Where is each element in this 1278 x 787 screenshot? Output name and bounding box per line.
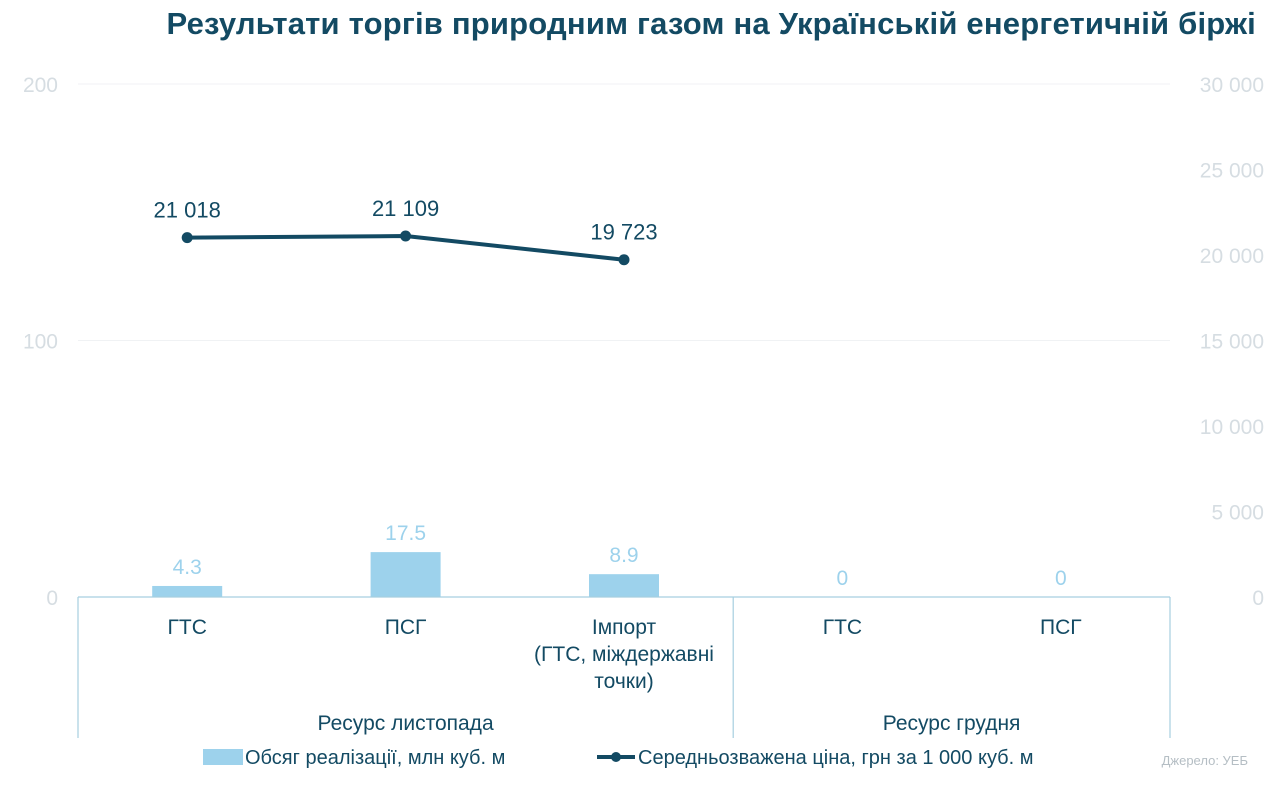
legend-line-marker bbox=[611, 752, 621, 762]
volume-bar-label: 4.3 bbox=[173, 556, 202, 579]
category-label: ПСГ bbox=[1040, 616, 1082, 639]
volume-bar-label: 0 bbox=[837, 567, 849, 590]
price-point-label: 19 723 bbox=[590, 220, 657, 245]
volume-bar-label: 0 bbox=[1055, 567, 1067, 590]
price-point-label: 21 018 bbox=[154, 198, 221, 223]
right-axis-tick-label: 10 000 bbox=[1200, 416, 1264, 439]
price-point bbox=[618, 254, 630, 266]
left-axis-tick-label: 200 bbox=[23, 74, 58, 97]
right-axis-tick-label: 15 000 bbox=[1200, 331, 1264, 354]
legend-bar-label: Обсяг реалізації, млн куб. м bbox=[245, 747, 505, 769]
category-group-label: Ресурс листопада bbox=[318, 712, 494, 735]
price-point bbox=[181, 232, 193, 244]
legend-bar-swatch bbox=[203, 749, 243, 765]
right-axis-tick-label: 25 000 bbox=[1200, 160, 1264, 183]
volume-bar-label: 8.9 bbox=[609, 544, 638, 567]
category-label: ГТС bbox=[168, 616, 207, 639]
category-label: ГТС bbox=[823, 616, 862, 639]
category-label: точки) bbox=[594, 670, 653, 693]
right-axis-tick-label: 5 000 bbox=[1211, 502, 1264, 525]
chart-title: Результати торгів природним газом на Укр… bbox=[166, 6, 1256, 41]
category-group-label: Ресурс грудня bbox=[883, 712, 1021, 735]
volume-bar bbox=[370, 552, 441, 597]
legend-line-label: Середньозважена ціна, грн за 1 000 куб. … bbox=[638, 747, 1034, 769]
source-note: Джерело: УЕБ bbox=[1161, 753, 1248, 768]
category-label: Імпорт bbox=[592, 616, 657, 639]
category-label: ПСГ bbox=[385, 616, 427, 639]
category-label: (ГТС, міждержавні bbox=[534, 643, 714, 666]
right-axis-tick-label: 20 000 bbox=[1200, 245, 1264, 268]
volume-bar-label: 17.5 bbox=[385, 522, 426, 545]
price-point-label: 21 109 bbox=[372, 196, 439, 221]
price-point bbox=[400, 230, 412, 242]
left-axis-tick-label: 100 bbox=[23, 331, 58, 354]
right-axis-tick-label: 0 bbox=[1252, 587, 1264, 610]
right-axis-tick-label: 30 000 bbox=[1200, 74, 1264, 97]
left-axis-tick-label: 0 bbox=[46, 587, 58, 610]
volume-bar bbox=[589, 574, 659, 597]
volume-bar bbox=[152, 585, 223, 597]
